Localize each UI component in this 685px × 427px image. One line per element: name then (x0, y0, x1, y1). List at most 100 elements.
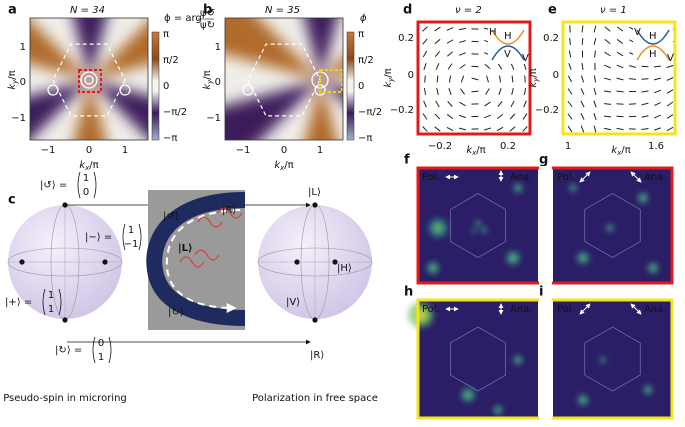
axis-label-sub: y (11, 79, 19, 85)
vector (593, 100, 597, 108)
vector (511, 75, 514, 83)
heatmap-sectors (225, 18, 343, 140)
spiral (47, 84, 59, 96)
band (491, 29, 525, 45)
colorbar-tick-label: π (163, 29, 169, 40)
inset-label: |R⟩ (222, 205, 236, 216)
vector-entry: 0 (98, 338, 104, 349)
intensity-blob (426, 216, 450, 240)
paren (42, 288, 46, 316)
vector (423, 87, 427, 96)
ring (146, 192, 246, 326)
vector (497, 63, 503, 70)
x-tick-label: 1 (122, 145, 128, 156)
vector (523, 87, 527, 96)
axis-label-base: k (528, 81, 539, 88)
vector (603, 127, 612, 131)
vector (604, 64, 611, 69)
vector (654, 127, 661, 131)
polarization-label: |H⟩ (337, 263, 352, 274)
vector (422, 113, 428, 120)
ket-label: |↺⟩ = (40, 180, 67, 191)
axis-label: ky/π (528, 68, 540, 87)
vector (422, 126, 428, 132)
vector (641, 65, 649, 68)
axis-label: ky/π (202, 70, 214, 89)
panel-title: N = 34 (70, 5, 105, 16)
axis-label-sub: x (279, 164, 285, 172)
brillouin-zone (247, 43, 321, 117)
panel-title: N = 35 (265, 5, 300, 16)
highlight-box (78, 69, 102, 93)
spiral-inner (84, 75, 94, 85)
panel-label: g (539, 153, 548, 168)
vector (509, 113, 516, 120)
vector (511, 87, 514, 96)
axis-label-sub: y (387, 77, 395, 83)
intensity-blob (480, 226, 488, 234)
x-tick-label: 0 (86, 145, 92, 156)
speckle (406, 300, 524, 416)
caption: Polarization in free space (252, 393, 378, 404)
polarizer-arrow (579, 171, 591, 183)
vector (580, 75, 585, 83)
vector (434, 38, 441, 45)
polarization-label: |R⟩ (310, 350, 324, 361)
spiral (80, 71, 98, 89)
vector (435, 63, 440, 70)
vector (460, 88, 465, 95)
vector (496, 113, 504, 120)
sector (225, 80, 321, 140)
pol-label: Pol. (557, 304, 575, 315)
sector (73, 18, 107, 80)
vector (604, 51, 611, 57)
field-frame (561, 20, 677, 136)
colorbar-title: ϕ (360, 13, 367, 24)
vector (484, 101, 491, 107)
ket-label: |−⟩ = (85, 232, 112, 243)
paren (122, 223, 126, 251)
vector (434, 26, 441, 32)
x-tick-label: −1 (236, 145, 251, 156)
vector (423, 100, 427, 108)
paren (77, 171, 81, 199)
axis-label-sub: y (532, 77, 540, 83)
vector (616, 51, 624, 57)
vector (654, 89, 661, 94)
vector (641, 115, 649, 118)
vector (580, 125, 585, 133)
axis-label: ky/π (383, 68, 395, 87)
axis-label-sub: x (471, 149, 477, 157)
vector (580, 100, 585, 108)
state-dot (62, 317, 68, 323)
helix-wave (179, 256, 205, 268)
vector (448, 75, 452, 83)
panel-label: f (404, 153, 410, 168)
vector (447, 101, 453, 107)
vector (447, 63, 453, 70)
intensity-blob (512, 182, 524, 194)
vector (580, 88, 585, 95)
vector (522, 113, 528, 120)
vector (434, 50, 441, 58)
paren (108, 336, 112, 364)
helix-wave (194, 249, 220, 261)
y-tick-label: 0.2 (543, 33, 559, 44)
vector (446, 126, 454, 132)
colorbar-tick-label: −π (163, 133, 177, 144)
brillouin-zone (52, 43, 126, 117)
image (553, 300, 672, 418)
axis-label: kx/π (611, 145, 630, 157)
intensity-blob (492, 404, 504, 416)
axis-label-rest: /π (89, 160, 98, 171)
vector (580, 113, 585, 120)
ana-label: Ana. (644, 304, 667, 315)
ana-label: Ana. (510, 172, 533, 183)
x-tick-label: 0 (281, 145, 287, 156)
band-label: V (667, 53, 674, 64)
vector (524, 75, 526, 83)
vector (666, 114, 674, 119)
sector (225, 18, 321, 80)
vector (653, 65, 662, 68)
